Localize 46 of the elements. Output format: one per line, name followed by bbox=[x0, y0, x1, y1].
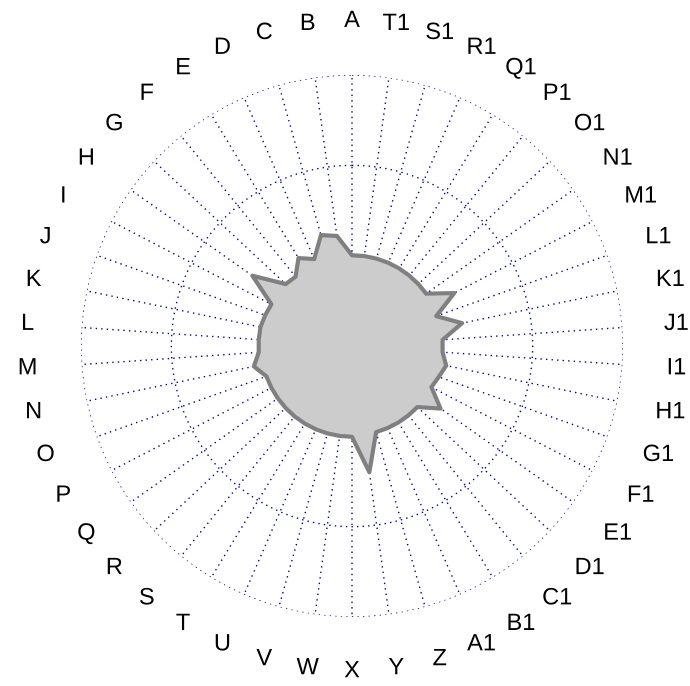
spoke-label: U bbox=[216, 634, 230, 651]
spoke-label: P bbox=[57, 485, 70, 502]
spoke-label: S bbox=[140, 588, 154, 605]
spoke-label: E1 bbox=[605, 523, 631, 540]
spoke-label: Q bbox=[78, 523, 94, 544]
spoke-label: V bbox=[256, 648, 272, 666]
spoke-label: R1 bbox=[468, 38, 496, 54]
spoke-label: H bbox=[80, 148, 93, 165]
spoke-label: B1 bbox=[508, 614, 534, 630]
spoke-label: K1 bbox=[658, 270, 684, 286]
spoke-label: O bbox=[38, 444, 54, 462]
spoke-label: S1 bbox=[426, 22, 454, 40]
spoke-label: E bbox=[177, 58, 190, 74]
spoke-label: A bbox=[344, 10, 360, 27]
spoke-label: D1 bbox=[576, 558, 604, 574]
spoke-label: R bbox=[108, 558, 122, 574]
spoke-label: Q1 bbox=[506, 58, 536, 79]
spoke-label: C1 bbox=[543, 588, 572, 605]
spoke-label: J bbox=[40, 226, 50, 244]
spoke-label: I1 bbox=[668, 358, 686, 374]
spoke-label: F1 bbox=[628, 485, 654, 502]
spoke-label: C bbox=[256, 22, 272, 40]
spoke-label: L1 bbox=[647, 226, 670, 244]
spoke-label: Y bbox=[388, 658, 404, 674]
spoke-label: J1 bbox=[664, 314, 688, 330]
spoke-label: Z bbox=[433, 648, 446, 666]
spoke-label: H1 bbox=[657, 402, 684, 418]
spoke-label: K bbox=[28, 270, 42, 286]
spoke-label: F bbox=[142, 84, 154, 100]
spoke-label: T1 bbox=[383, 14, 409, 30]
spoke-label: O1 bbox=[575, 114, 604, 130]
spoke-label: D bbox=[216, 38, 230, 54]
spoke-label: P1 bbox=[544, 84, 570, 100]
spoke-label: B bbox=[302, 14, 314, 30]
spoke-label: L bbox=[22, 314, 34, 330]
spoke-label: M bbox=[20, 358, 36, 374]
spoke-label: N bbox=[27, 402, 40, 418]
spoke-label: T bbox=[176, 614, 190, 630]
spoke-label: X bbox=[344, 661, 360, 678]
spoke-label: A1 bbox=[467, 634, 495, 650]
spoke-label: G bbox=[106, 114, 122, 130]
spoke-label: M1 bbox=[626, 186, 656, 203]
spoke-label: I bbox=[62, 186, 64, 203]
spoke-label: N1 bbox=[604, 148, 632, 165]
spoke-label: G1 bbox=[644, 444, 673, 462]
spoke-label: W bbox=[296, 658, 319, 674]
